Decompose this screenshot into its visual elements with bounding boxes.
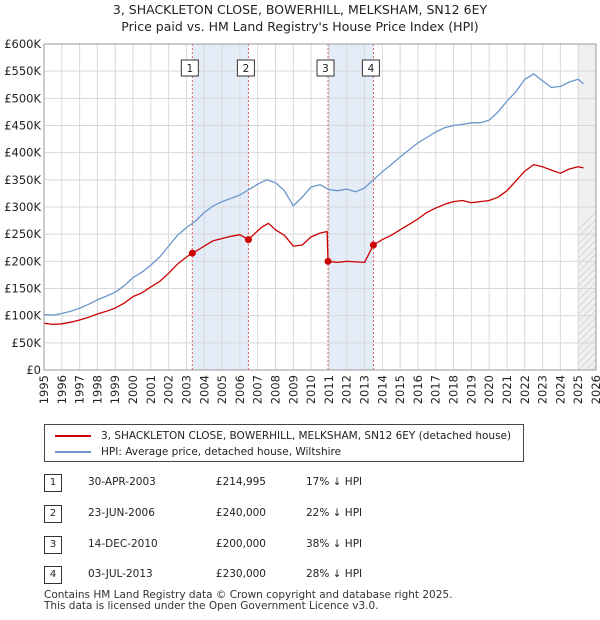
sale-hpi-diff: 22% ↓ HPI	[306, 507, 363, 519]
x-tick-label: 2018	[447, 375, 461, 404]
y-tick-label: £350K	[4, 173, 41, 187]
x-tick-label: 2007	[251, 375, 265, 404]
y-tick-label: £200K	[4, 254, 41, 268]
sale-hpi-diff: 38% ↓ HPI	[306, 538, 363, 550]
sales-table-row: 4 03-JUL-2013 £230,000 28% ↓ HPI	[0, 565, 600, 585]
y-tick-label: £550K	[4, 64, 41, 78]
y-tick-label: £50K	[12, 336, 42, 350]
sales-table-row: 2 23-JUN-2006 £240,000 22% ↓ HPI	[0, 504, 600, 524]
chart-subtitle: Price paid vs. HM Land Registry's House …	[121, 19, 479, 34]
x-tick-label: 2000	[126, 375, 140, 404]
sale-date: 03-JUL-2013	[88, 568, 153, 580]
sale-number-badge: 4	[44, 566, 62, 584]
x-tick-label: 2004	[197, 375, 211, 404]
x-tick-label: 2014	[375, 375, 389, 404]
x-tick-label: 1995	[37, 375, 51, 404]
sale-number-badge: 2	[44, 505, 62, 523]
sale-number-box	[180, 59, 199, 77]
plot-area-frame	[43, 43, 597, 371]
x-tick-label: 2022	[518, 375, 532, 404]
x-tick-label: 2016	[411, 375, 425, 404]
legend-item-hpi: HPI: Average price, detached house, Wilt…	[55, 445, 341, 459]
x-tick-label: 2005	[215, 375, 229, 404]
sale-hpi-diff: 17% ↓ HPI	[306, 476, 363, 488]
x-tick-label: 2001	[144, 375, 158, 404]
property-price-line	[43, 163, 584, 326]
y-tick-label: £450K	[4, 119, 41, 133]
sale-number-label: 3	[322, 63, 329, 75]
sales-table-row: 1 30-APR-2003 £214,995 17% ↓ HPI	[0, 473, 600, 493]
legend-red-line	[55, 435, 91, 437]
sale-number-label: 2	[243, 63, 250, 75]
x-tick-label: 2023	[536, 375, 550, 404]
x-tick-label: 2017	[429, 375, 443, 404]
x-tick-label: 2008	[268, 375, 282, 404]
y-tick-label: £100K	[4, 309, 41, 323]
y-tick-label: £600K	[4, 37, 41, 51]
price-chart: 1 2 3 4 £0 £50K £100K £150K £200K £250K £300K £350…	[4, 37, 600, 404]
x-tick-label: 2025	[571, 375, 585, 404]
x-tick-label: 1996	[55, 375, 69, 404]
x-tick-label: 2006	[233, 375, 247, 404]
y-tick-label: £500K	[4, 91, 41, 105]
x-tick-label: 2013	[358, 375, 372, 404]
sale-date: 23-JUN-2006	[88, 507, 155, 519]
x-tick-label: 2021	[500, 375, 514, 404]
legend: 3, SHACKLETON CLOSE, BOWERHILL, MELKSHAM…	[44, 424, 524, 462]
sale-number-box	[316, 59, 335, 77]
legend-property-label: 3, SHACKLETON CLOSE, BOWERHILL, MELKSHAM…	[101, 430, 512, 442]
sale-price: £214,995	[215, 476, 266, 488]
y-tick-label: £400K	[4, 146, 41, 160]
x-tick-label: 2002	[162, 375, 176, 404]
x-tick-label: 2015	[393, 375, 407, 404]
sale-hpi-diff: 28% ↓ HPI	[306, 568, 363, 580]
x-tick-label: 2003	[179, 375, 193, 404]
sale-number-box	[236, 59, 255, 77]
legend-blue-line	[55, 451, 91, 453]
sale-number-box	[361, 59, 380, 77]
footer-license: This data is licensed under the Open Gov…	[44, 600, 379, 612]
x-tick-label: 2019	[464, 375, 478, 404]
x-tick-label: 2010	[304, 375, 318, 404]
legend-hpi-label: HPI: Average price, detached house, Wilt…	[101, 446, 342, 458]
x-tick-label: 2009	[286, 375, 300, 404]
x-tick-label: 2026	[589, 375, 600, 404]
legend-item-property: 3, SHACKLETON CLOSE, BOWERHILL, MELKSHAM…	[55, 429, 511, 443]
x-tick-label: 1999	[108, 375, 122, 404]
x-tick-label: 2024	[553, 375, 567, 404]
chart-title: 3, SHACKLETON CLOSE, BOWERHILL, MELKSHAM…	[112, 2, 488, 17]
x-tick-label: 1997	[73, 375, 87, 404]
y-tick-label: £250K	[4, 227, 41, 241]
sale-number-badge: 1	[44, 474, 62, 492]
sales-table-row: 3 14-DEC-2010 £200,000 38% ↓ HPI	[0, 535, 600, 555]
sale-number-label: 4	[368, 63, 375, 75]
sale-date: 14-DEC-2010	[88, 538, 158, 550]
sale-price: £230,000	[215, 568, 266, 580]
x-tick-label: 2012	[340, 375, 354, 404]
sale-date: 30-APR-2003	[88, 476, 156, 488]
x-tick-label: 1998	[90, 375, 104, 404]
sale-number-badge: 3	[44, 536, 62, 554]
y-tick-label: £150K	[4, 282, 41, 296]
sale-marker	[324, 257, 332, 265]
x-tick-label: 2020	[482, 375, 496, 404]
y-tick-label: £0	[26, 363, 41, 377]
footer-copyright: Contains HM Land Registry data © Crown c…	[44, 589, 453, 601]
sale-price: £240,000	[215, 507, 266, 519]
hpi-line	[43, 73, 584, 316]
sale-marker	[369, 241, 377, 249]
x-tick-label: 2011	[322, 375, 336, 404]
footer: Contains HM Land Registry data © Crown c…	[44, 590, 452, 612]
sale-number-label: 1	[186, 63, 193, 75]
y-tick-label: £300K	[4, 200, 41, 214]
sale-marker	[244, 236, 252, 244]
sale-price: £200,000	[215, 538, 266, 550]
sale-marker	[188, 249, 196, 257]
